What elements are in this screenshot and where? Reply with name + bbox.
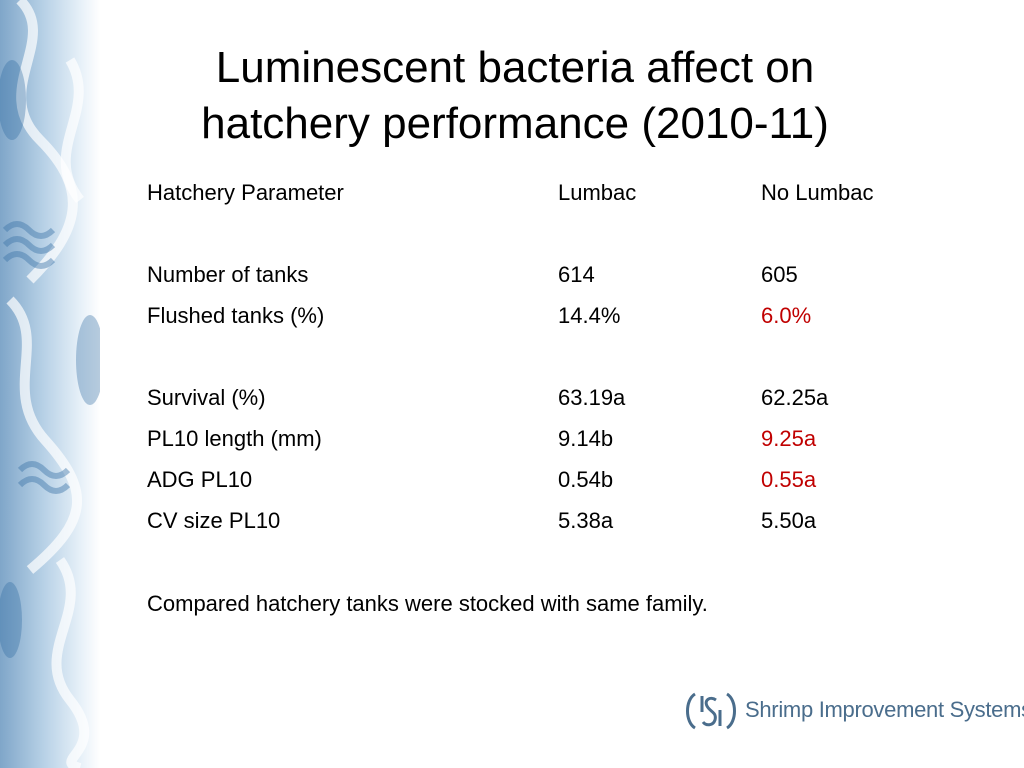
row-no-lumbac-value: 62.25a — [761, 385, 829, 410]
row-lumbac-value: 0.54b — [558, 467, 614, 492]
row-no-lumbac-value: 605 — [761, 262, 798, 287]
title-line-2: hatchery performance (2010-11) — [201, 99, 829, 148]
decorative-left-strip — [0, 0, 100, 768]
row-parameter: Number of tanks — [147, 262, 309, 287]
row-lumbac-value: 5.38a — [558, 508, 614, 533]
title-line-1: Luminescent bacteria affect on — [215, 43, 815, 92]
row-spacer — [147, 219, 947, 260]
parameter-table: Hatchery Parameter Lumbac No Lumbac Numb… — [147, 178, 947, 547]
header-parameter: Hatchery Parameter — [147, 180, 344, 205]
logo-text: Shrimp Improvement Systems — [745, 697, 1024, 722]
row-no-lumbac-value: 0.55a — [761, 467, 817, 492]
table-row: Survival (%) 63.19a 62.25a — [147, 383, 947, 424]
slide-title: Luminescent bacteria affect on hatchery … — [110, 40, 920, 152]
row-no-lumbac-value: 9.25a — [761, 426, 817, 451]
table-row: Flushed tanks (%) 14.4% 6.0% — [147, 301, 947, 342]
footnote: Compared hatchery tanks were stocked wit… — [147, 591, 708, 616]
row-lumbac-value: 9.14b — [558, 426, 614, 451]
row-no-lumbac-value: 6.0% — [761, 303, 812, 328]
row-parameter: CV size PL10 — [147, 508, 281, 533]
header-lumbac: Lumbac — [558, 180, 637, 205]
sis-logo-icon — [686, 692, 736, 730]
table-row: Number of tanks 614 605 — [147, 260, 947, 301]
row-parameter: PL10 length (mm) — [147, 426, 322, 451]
row-parameter: Flushed tanks (%) — [147, 303, 325, 328]
row-lumbac-value: 63.19a — [558, 385, 626, 410]
row-lumbac-value: 14.4% — [558, 303, 621, 328]
table-header-row: Hatchery Parameter Lumbac No Lumbac — [147, 178, 947, 219]
row-lumbac-value: 614 — [558, 262, 595, 287]
row-parameter: Survival (%) — [147, 385, 266, 410]
row-parameter: ADG PL10 — [147, 467, 253, 492]
row-no-lumbac-value: 5.50a — [761, 508, 817, 533]
table-row: CV size PL10 5.38a 5.50a — [147, 506, 947, 547]
table-row: ADG PL10 0.54b 0.55a — [147, 465, 947, 506]
table-row: PL10 length (mm) 9.14b 9.25a — [147, 424, 947, 465]
header-no-lumbac: No Lumbac — [761, 180, 874, 205]
company-logo: Shrimp Improvement Systems — [683, 688, 1024, 734]
row-spacer — [147, 342, 947, 383]
